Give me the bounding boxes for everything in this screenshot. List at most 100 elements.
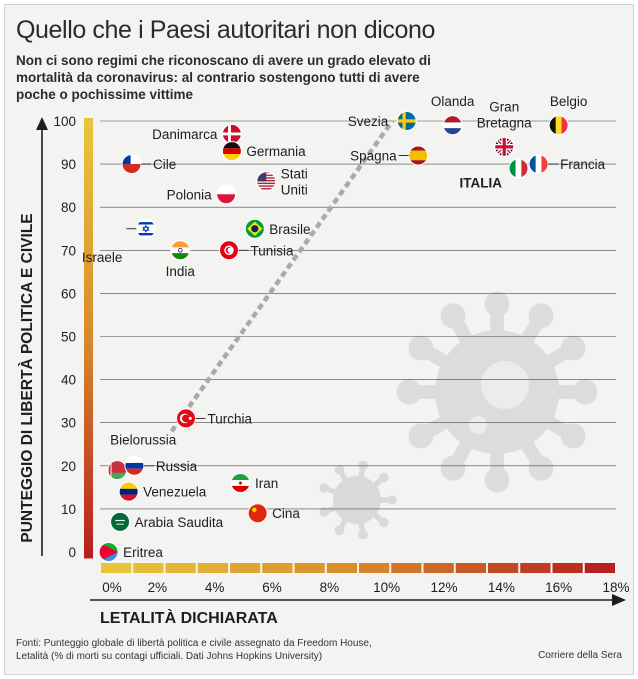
- grid: [100, 120, 616, 510]
- point-label: India: [166, 264, 196, 279]
- point-label: Brasile: [269, 222, 310, 237]
- flag-outline: [98, 542, 119, 562]
- virus-large-icon: [396, 291, 598, 493]
- y-tick-label: 30: [61, 416, 76, 431]
- y-color-bar-segment: [84, 138, 93, 149]
- flag-ve-icon: [119, 482, 139, 502]
- flag-dk-icon: [222, 124, 242, 144]
- point-label: Cina: [272, 506, 300, 521]
- point-label: Eritrea: [123, 545, 163, 560]
- flag-outline: [247, 503, 268, 524]
- y-color-bar-segment: [84, 318, 93, 329]
- y-color-bar-segment: [84, 118, 93, 129]
- flag-il-icon: [136, 219, 156, 239]
- x-color-bar-segment: [488, 563, 519, 573]
- country-point-de: Germania: [221, 141, 306, 162]
- country-point-ve: Venezuela: [118, 481, 207, 502]
- x-tick-label: 10%: [373, 580, 400, 595]
- point-label: Iran: [255, 476, 278, 491]
- x-color-bar-segment: [197, 563, 228, 573]
- y-color-bar-segment: [84, 158, 93, 169]
- x-tick-label: 6%: [262, 580, 282, 595]
- virus-spike-tip: [387, 495, 397, 505]
- point-label: Spagna: [350, 148, 397, 163]
- virus-spike-tip: [358, 529, 368, 540]
- flag-tr-icon: [176, 408, 196, 428]
- y-color-bar-segment: [84, 298, 93, 309]
- y-tick-label: 60: [61, 286, 76, 301]
- tick-labels: 0 10 20 30 40 50 60 70 80 90 100 0% 2% 4% 6% 8% 10% 12% 14…: [53, 114, 629, 595]
- virus-spike-tip: [560, 335, 586, 361]
- x-tick-label: 4%: [205, 580, 225, 595]
- flag-ru-icon: [124, 456, 144, 476]
- y-color-bar-segment: [84, 358, 93, 369]
- flag-fr-icon: [529, 154, 549, 174]
- y-color-bar-segment: [84, 168, 93, 179]
- virus-spike-tip: [396, 379, 422, 405]
- flag-outline: [494, 136, 515, 157]
- source-line-1: Fonti: Punteggio globale di libertà poli…: [16, 638, 372, 649]
- x-color-bar-segment: [262, 563, 293, 573]
- y-tick-label: 50: [61, 330, 76, 345]
- point-label: Arabia Saudita: [135, 515, 224, 530]
- y-color-bar-segment: [84, 488, 93, 499]
- country-point-tn: Tunisia: [219, 240, 295, 261]
- y-tick-label: 70: [61, 243, 76, 258]
- y-color-bar-segment: [84, 378, 93, 389]
- virus-spike-tip: [528, 455, 554, 481]
- y-color-bar-segment: [84, 128, 93, 139]
- flag-nl-icon: [443, 115, 463, 135]
- y-color-bar-segment: [84, 258, 93, 269]
- country-point-es: Spagna: [350, 145, 429, 166]
- y-color-bar-segment: [84, 188, 93, 199]
- x-color-bar-segment: [391, 563, 422, 573]
- virus-spike-tip: [572, 379, 598, 405]
- country-point-gb: Gran Bretagna: [477, 99, 532, 157]
- y-color-bar-segment: [84, 218, 93, 229]
- y-color-bar-segment: [84, 228, 93, 239]
- point-label: Cile: [153, 157, 176, 172]
- flag-outline: [221, 141, 242, 162]
- y-color-bar-segment: [84, 438, 93, 449]
- y-color-bar-segment: [84, 548, 93, 559]
- flag-tn-icon: [219, 240, 239, 260]
- point-label: Russia: [156, 459, 198, 474]
- flag-outline: [442, 115, 463, 136]
- virus-decoration: [319, 291, 598, 540]
- flag-outline: [244, 218, 265, 239]
- y-color-bar-segment: [84, 308, 93, 319]
- y-color-bar-segment: [84, 388, 93, 399]
- country-point-cl: Cile: [121, 154, 176, 175]
- point-label: Belgio: [550, 94, 588, 109]
- country-point-fr: Francia: [528, 154, 606, 175]
- y-tick-label: 20: [61, 459, 76, 474]
- flag-by-icon: [107, 460, 127, 480]
- x-color-bar-segment: [552, 563, 583, 573]
- y-color-bar-segment: [84, 208, 93, 219]
- virus-spike-tip: [334, 525, 345, 536]
- x-color-bar-segment: [584, 563, 615, 573]
- x-color-bar-segment: [455, 563, 486, 573]
- flag-br-icon: [245, 219, 265, 239]
- flag-sa-icon: [110, 512, 130, 532]
- country-point-ir: Iran: [230, 473, 278, 494]
- country-point-cn: Cina: [247, 503, 300, 524]
- virus-spike-tip: [379, 472, 389, 483]
- point-label: Bielorussia: [110, 433, 177, 448]
- x-color-bar-segment: [230, 563, 261, 573]
- virus-spike-tip: [440, 455, 466, 481]
- y-color-bar-segment: [84, 368, 93, 379]
- virus-spike-tip: [484, 467, 510, 493]
- virus-body: [333, 476, 381, 524]
- x-color-bar-segment: [165, 563, 196, 573]
- trend-line: [169, 119, 395, 433]
- y-color-bar-segment: [84, 538, 93, 549]
- y-color-bar-segment: [84, 468, 93, 479]
- virus-small-icon: [319, 460, 397, 540]
- point-label: Stati Uniti: [281, 166, 308, 197]
- point-label: ITALIA: [460, 175, 503, 190]
- flag-se-icon: [397, 111, 417, 131]
- chart-title: Quello che i Paesi autoritari non dicono: [16, 16, 435, 44]
- virus-spike-tip: [334, 464, 345, 475]
- point-label: Tunisia: [251, 243, 295, 258]
